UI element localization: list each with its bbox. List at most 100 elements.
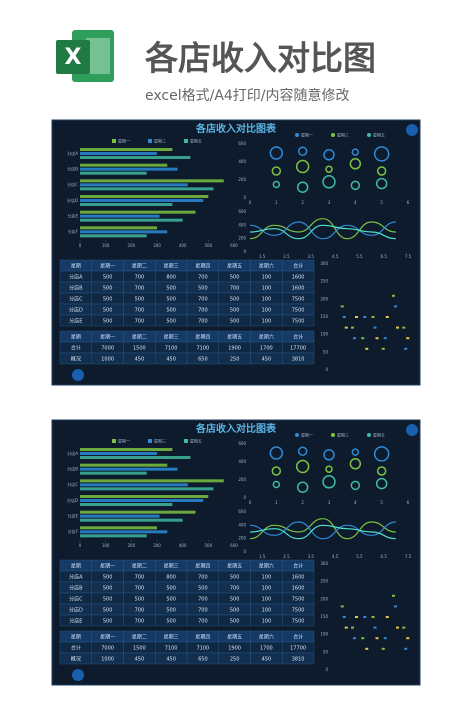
scatter-point	[344, 326, 348, 329]
bubble	[323, 449, 335, 461]
x-tick-label: 3	[328, 200, 331, 205]
y-tick-label: 分店C	[67, 181, 78, 187]
table-value: 7500	[292, 597, 305, 603]
y-tick-label: 100	[320, 632, 328, 637]
x-tick-label: 6	[407, 200, 410, 205]
bar	[80, 479, 224, 483]
scatter-point	[361, 637, 365, 640]
x-tick-label: 200	[128, 543, 136, 548]
y-tick-label: 600	[238, 141, 246, 146]
legend-swatch	[148, 139, 152, 143]
table-value: 700	[198, 319, 208, 325]
table-value: 分店D	[69, 607, 83, 614]
table-value: 500	[166, 319, 176, 325]
table-header: 星期一	[100, 635, 115, 641]
y-tick-label: 分店F	[68, 528, 79, 534]
y-tick-label: 300	[320, 261, 328, 266]
y-tick-label: 400	[238, 522, 246, 527]
y-tick-label: 分店A	[67, 450, 78, 456]
bar	[80, 195, 209, 198]
legend-swatch	[184, 139, 188, 143]
table-value: 500	[103, 597, 113, 603]
scatter-point	[404, 347, 408, 350]
line	[249, 521, 396, 540]
bubble	[271, 466, 282, 476]
table-value: 700	[230, 286, 240, 292]
x-tick-label: 6.5	[381, 554, 388, 559]
table-value: 17700	[290, 646, 306, 652]
bar	[80, 179, 224, 183]
y-tick-label: 400	[238, 459, 246, 464]
table-value: 分店C	[69, 596, 83, 603]
scatter-point	[344, 626, 348, 629]
table-header: 星期一	[100, 564, 115, 570]
table-value: 700	[135, 575, 145, 581]
bubble	[323, 149, 335, 161]
x-tick-label: 7.5	[405, 254, 412, 259]
y-tick-label: 50	[323, 649, 329, 654]
scatter-point	[340, 605, 344, 608]
table-value: 分店B	[69, 585, 83, 592]
bubble	[350, 480, 361, 491]
y-tick-label: 200	[238, 177, 246, 182]
legend-swatch	[112, 139, 116, 143]
line	[249, 224, 396, 240]
table-header: 星期	[71, 635, 81, 641]
table-value: 500	[230, 619, 240, 625]
table-value: 7500	[292, 308, 305, 314]
table-value: 800	[166, 575, 176, 581]
bubble	[297, 446, 308, 456]
x-tick-label: 4.5	[332, 254, 339, 259]
legend-label: 星期三	[337, 132, 349, 138]
y-tick-label: 300	[320, 561, 328, 566]
bubble	[325, 465, 333, 473]
legend-swatch	[367, 133, 371, 137]
bubble	[296, 481, 309, 493]
table-value: 分店B	[69, 285, 83, 292]
table-value: 分店A	[69, 274, 83, 281]
bubble	[272, 180, 281, 189]
scatter-point	[371, 316, 375, 318]
table-value: 700	[135, 619, 145, 625]
scatter-point	[381, 647, 385, 650]
y-tick-label: 0	[243, 195, 246, 200]
y-tick-label: 200	[238, 536, 246, 541]
bar	[80, 230, 168, 234]
bar	[80, 167, 178, 171]
table-value: 700	[198, 297, 208, 303]
table-value: 1600	[292, 575, 305, 581]
bubble	[322, 175, 336, 189]
y-tick-label: 分店C	[67, 481, 78, 487]
table-value: 7500	[292, 608, 305, 614]
y-tick-label: 100	[320, 332, 328, 337]
table-value: 500	[103, 308, 113, 314]
bar	[80, 499, 204, 502]
table-value: 概况	[71, 656, 81, 663]
scatter-point	[404, 647, 408, 650]
bar	[80, 187, 214, 191]
scatter-point	[351, 626, 354, 629]
scatter-point	[351, 326, 354, 329]
glow	[406, 124, 418, 136]
bar	[80, 448, 173, 451]
table-header: 星期三	[164, 335, 179, 341]
bar	[80, 218, 183, 222]
table-value: 100	[262, 286, 272, 292]
table-value: 17700	[290, 346, 306, 352]
x-tick-label: 600	[230, 543, 238, 548]
bubble	[271, 166, 282, 176]
table-header: 星期一	[100, 335, 115, 341]
table-value: 500	[230, 597, 240, 603]
scatter-point	[353, 337, 356, 340]
x-tick-label: 600	[230, 243, 238, 248]
table-value: 100	[262, 319, 272, 325]
table-value: 100	[262, 608, 272, 614]
bar	[80, 171, 147, 175]
x-tick-label: 1	[275, 500, 278, 505]
scatter-point	[385, 316, 389, 318]
x-tick-label: 5.5	[356, 254, 363, 259]
table-value: 700	[135, 286, 145, 292]
bubble	[272, 480, 281, 489]
scatter-point	[355, 316, 358, 318]
